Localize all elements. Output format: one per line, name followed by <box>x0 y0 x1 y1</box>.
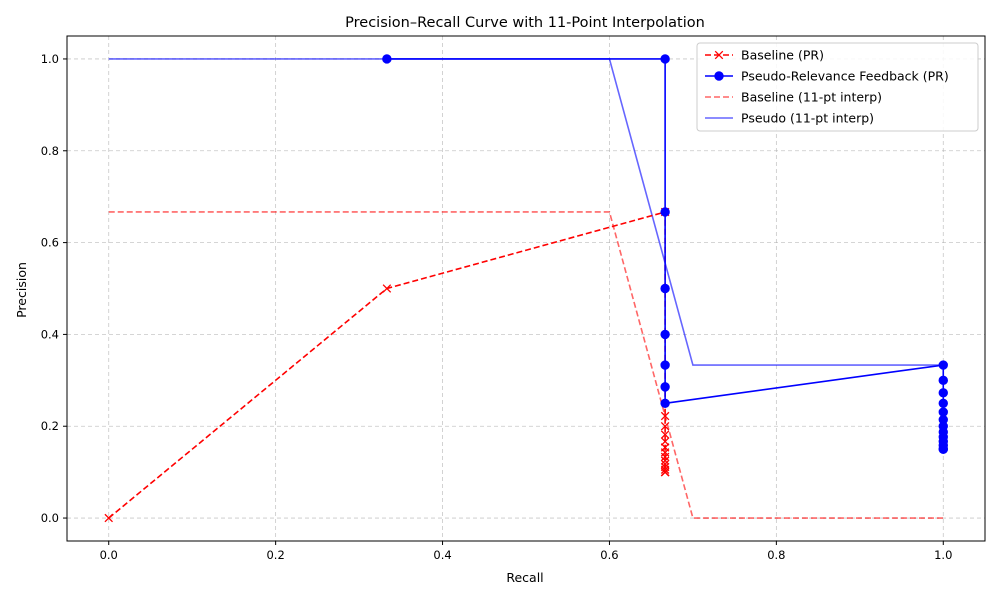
legend-label: Pseudo (11-pt interp) <box>741 111 874 126</box>
legend: Baseline (PR) Pseudo-Relevance Feedback (… <box>696 42 979 132</box>
data-point <box>660 283 670 294</box>
y-tick-label: 0.6 <box>41 236 59 250</box>
x-tick-label: 0.8 <box>767 548 785 562</box>
x-tick-label: 0.4 <box>433 548 451 562</box>
legend-label: Pseudo-Relevance Feedback (PR) <box>741 69 949 84</box>
data-point <box>660 360 670 370</box>
plot-frame <box>66 35 986 542</box>
data-point <box>660 467 670 477</box>
data-point <box>938 360 948 370</box>
data-point <box>660 382 670 392</box>
data-point <box>660 456 670 465</box>
marker-stroke <box>660 465 670 474</box>
data-point <box>382 284 392 293</box>
chart-title: Precision–Recall Curve with 11-Point Int… <box>345 15 705 31</box>
series-layer <box>104 54 948 523</box>
x-axis-label: Recall <box>506 570 543 585</box>
marker-stroke <box>660 430 670 439</box>
y-axis: 0.0 0.2 0.4 0.6 0.8 1.0 <box>41 52 67 525</box>
data-point <box>660 207 670 217</box>
legend-box <box>696 42 979 132</box>
x-tick-label: 0.6 <box>600 548 618 562</box>
x-axis: 0.0 0.2 0.4 0.6 0.8 1.0 <box>100 541 952 562</box>
data-point <box>660 430 670 439</box>
y-tick-label: 1.0 <box>41 52 59 66</box>
data-point <box>382 54 392 64</box>
data-point <box>104 513 113 523</box>
marker-stroke <box>660 421 670 431</box>
y-axis-label: Precision <box>14 262 29 318</box>
data-point <box>660 421 670 431</box>
legend-marker <box>714 71 724 81</box>
series-line <box>108 211 944 519</box>
legend-entry <box>705 50 733 60</box>
data-point <box>938 444 948 454</box>
legend-label: Baseline (11-pt interp) <box>741 90 882 105</box>
marker-stroke <box>714 50 724 60</box>
y-tick-label: 0.2 <box>41 419 59 433</box>
legend-marker <box>714 50 724 60</box>
y-tick-label: 0.0 <box>41 511 59 525</box>
marker-stroke <box>660 456 670 465</box>
x-tick-label: 0.0 <box>100 548 118 562</box>
x-tick-label: 0.2 <box>266 548 284 562</box>
legend-label: Baseline (PR) <box>741 48 824 63</box>
series-0 <box>104 207 670 523</box>
data-point <box>660 411 670 421</box>
data-point <box>660 54 670 64</box>
data-point <box>938 375 948 386</box>
data-point <box>660 465 670 474</box>
y-tick-label: 0.8 <box>41 144 59 158</box>
marker-stroke <box>382 284 392 293</box>
data-point <box>660 398 670 408</box>
series-1 <box>382 54 948 454</box>
data-point <box>938 398 948 408</box>
series-line <box>108 210 666 519</box>
data-point <box>660 452 670 462</box>
data-point <box>938 388 948 398</box>
marker-stroke <box>104 513 113 523</box>
marker-stroke <box>660 452 670 462</box>
marker-stroke <box>660 411 670 421</box>
data-point <box>660 329 670 340</box>
marker-stroke <box>660 467 670 477</box>
x-tick-label: 1.0 <box>934 548 952 562</box>
series-2 <box>108 211 944 519</box>
y-tick-label: 0.4 <box>41 327 59 341</box>
legend-entry <box>705 71 733 81</box>
